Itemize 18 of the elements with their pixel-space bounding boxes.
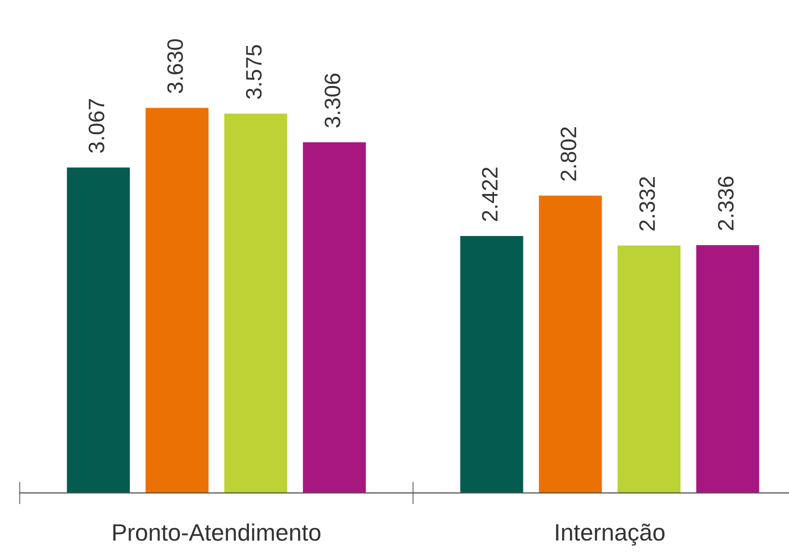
data-label: 2.422 <box>482 168 498 221</box>
data-label: 3.630 <box>167 39 184 94</box>
bar <box>460 236 524 493</box>
bar <box>302 142 366 493</box>
data-label: 2.332 <box>639 177 655 231</box>
bar <box>146 108 209 493</box>
x-tick-label: Internação <box>556 524 665 546</box>
data-label: 2.336 <box>718 176 734 230</box>
bar <box>696 245 760 493</box>
data-label: 3.306 <box>324 74 340 128</box>
x-tick-label: Pronto-Atendimento <box>113 524 320 541</box>
data-label: 3.067 <box>88 99 104 153</box>
bar <box>224 114 288 493</box>
bar <box>538 196 602 493</box>
data-label: 2.802 <box>560 127 576 181</box>
bar <box>618 246 680 493</box>
bar <box>66 168 130 493</box>
data-label: 3.575 <box>246 45 262 99</box>
